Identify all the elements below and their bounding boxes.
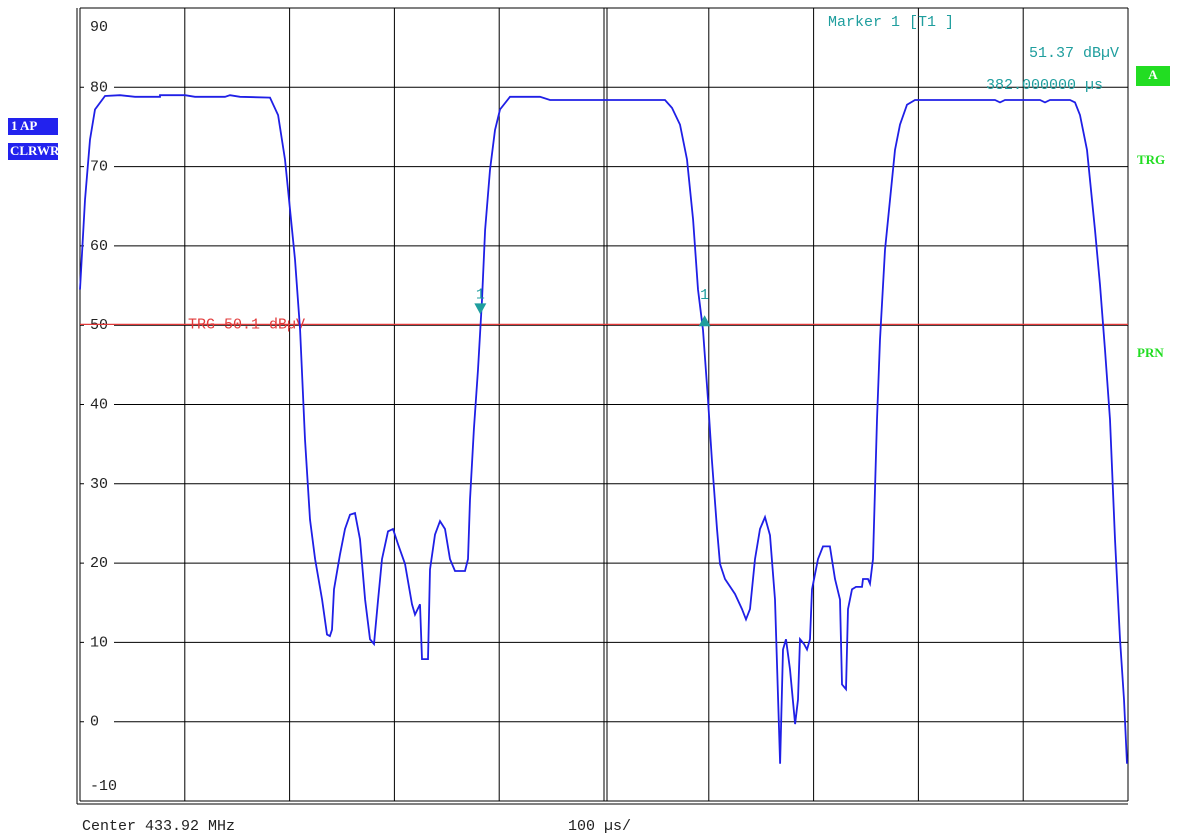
- trace-label-box: [8, 118, 58, 135]
- marker-title: Marker 1 [T1 ]: [828, 14, 954, 31]
- tick-label-bg: [84, 713, 114, 730]
- status-box: [1136, 66, 1170, 86]
- status-label: TRG: [1137, 152, 1165, 167]
- y-tick-label: 80: [90, 79, 108, 96]
- y-tick-label: 50: [90, 317, 108, 334]
- marker-level: 51.37 dBµV: [1029, 45, 1119, 62]
- y-tick-label: 60: [90, 238, 108, 255]
- marker-label: 1: [700, 287, 709, 304]
- y-tick-label: 20: [90, 555, 108, 572]
- y-tick-label: 90: [90, 19, 108, 36]
- status-label: A: [1148, 67, 1158, 82]
- tick-label-bg: [84, 778, 114, 794]
- tick-label-bg: [84, 158, 114, 175]
- tick-label-bg: [84, 475, 114, 492]
- trace-label-box: [8, 143, 58, 160]
- tick-label-bg: [84, 396, 114, 413]
- tick-label-bg: [84, 317, 114, 334]
- y-tick-label: 10: [90, 634, 108, 651]
- trace-label: 1 AP: [11, 118, 37, 133]
- tick-label-bg: [84, 634, 114, 651]
- y-tick-label: 0: [90, 714, 99, 731]
- trace: [79, 94, 1128, 764]
- marker: [474, 303, 487, 315]
- tick-label-bg: [84, 19, 114, 35]
- status-label: PRN: [1137, 345, 1164, 360]
- y-tick-label: 40: [90, 396, 108, 413]
- tick-label-bg: [84, 79, 114, 96]
- marker-time: 382.000000 µs: [986, 77, 1103, 94]
- y-tick-label: 70: [90, 159, 108, 176]
- trigger-label: TRG 50.1 dBµV: [188, 316, 305, 333]
- y-tick-label: -10: [90, 778, 117, 795]
- time-per-division: 100 µs/: [568, 818, 631, 835]
- marker-label: 1: [476, 286, 485, 303]
- center-frequency: Center 433.92 MHz: [82, 818, 235, 835]
- tick-label-bg: [84, 237, 114, 254]
- marker: [698, 315, 711, 327]
- y-tick-label: 30: [90, 476, 108, 493]
- trace-label: CLRWR: [10, 143, 60, 158]
- tick-label-bg: [84, 555, 114, 572]
